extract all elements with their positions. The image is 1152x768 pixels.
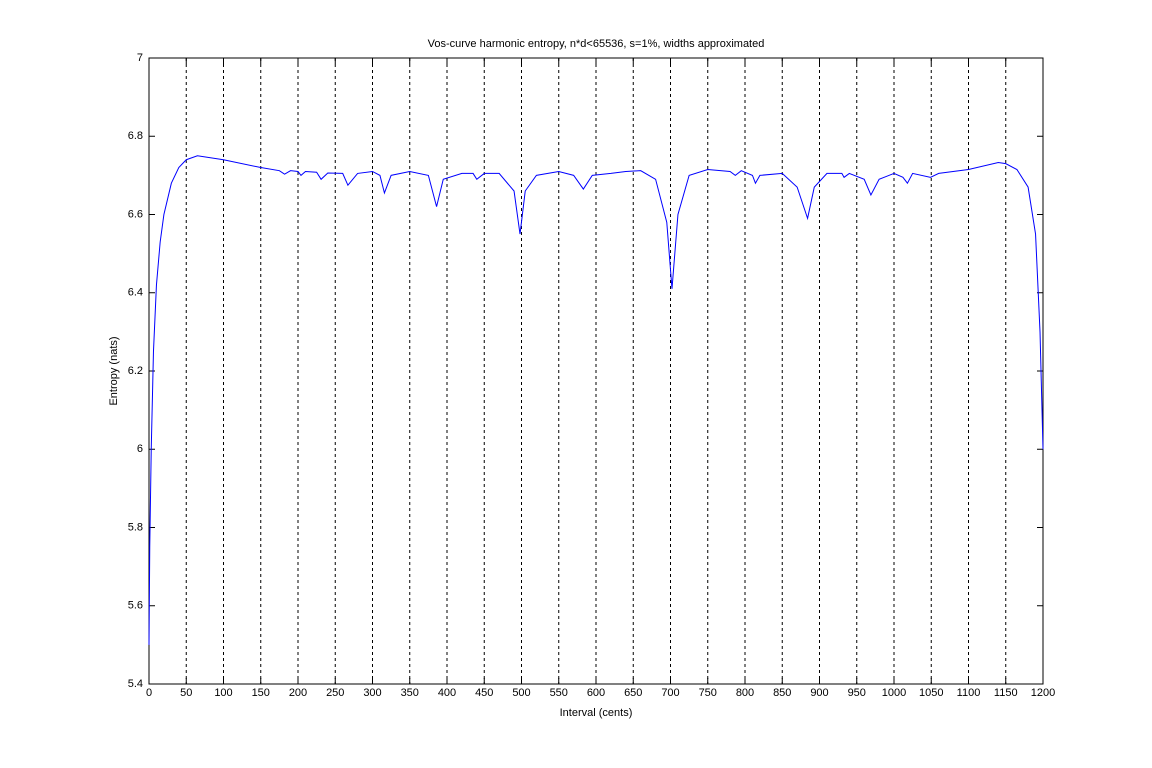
y-axis-label: Entropy (nats) — [108, 336, 120, 405]
x-tick-label: 1000 — [882, 687, 906, 699]
x-axis-label: Interval (cents) — [560, 707, 633, 719]
plot-frame — [148, 57, 1044, 685]
x-tick-label: 200 — [289, 687, 307, 699]
x-tick-label: 900 — [810, 687, 828, 699]
x-tick-label: 500 — [512, 687, 530, 699]
y-tick-label: 7 — [137, 52, 143, 64]
x-tick-label: 750 — [699, 687, 717, 699]
chart-title: Vos-curve harmonic entropy, n*d<65536, s… — [428, 38, 765, 50]
x-tick-label: 550 — [550, 687, 568, 699]
x-tick-label: 1200 — [1031, 687, 1055, 699]
x-tick-label: 0 — [146, 687, 152, 699]
x-tick-label: 700 — [661, 687, 679, 699]
x-tick-label: 300 — [363, 687, 381, 699]
y-tick-label: 6.2 — [128, 365, 143, 377]
x-tick-label: 650 — [624, 687, 642, 699]
x-tick-label: 100 — [214, 687, 232, 699]
x-tick-label: 850 — [773, 687, 791, 699]
data-line — [148, 155, 1044, 645]
x-tick-label: 400 — [438, 687, 456, 699]
y-tick-label: 6.8 — [128, 130, 143, 142]
y-tick-label: 5.6 — [128, 600, 143, 612]
y-tick-label: 6.6 — [128, 208, 143, 220]
x-tick-label: 600 — [587, 687, 605, 699]
x-tick-label: 350 — [401, 687, 419, 699]
x-tick-label: 1050 — [919, 687, 943, 699]
x-tick-label: 450 — [475, 687, 493, 699]
y-tick-label: 6 — [137, 443, 143, 455]
x-tick-label: 150 — [252, 687, 270, 699]
x-tick-label: 1150 — [994, 687, 1018, 699]
x-tick-label: 250 — [326, 687, 344, 699]
x-tick-label: 1100 — [957, 687, 981, 699]
x-tick-label: 800 — [736, 687, 754, 699]
x-tick-label: 950 — [848, 687, 866, 699]
y-tick-label: 6.4 — [128, 287, 143, 299]
x-tick-label: 50 — [180, 687, 192, 699]
y-tick-label: 5.8 — [128, 521, 143, 533]
y-tick-label: 5.4 — [128, 678, 143, 690]
